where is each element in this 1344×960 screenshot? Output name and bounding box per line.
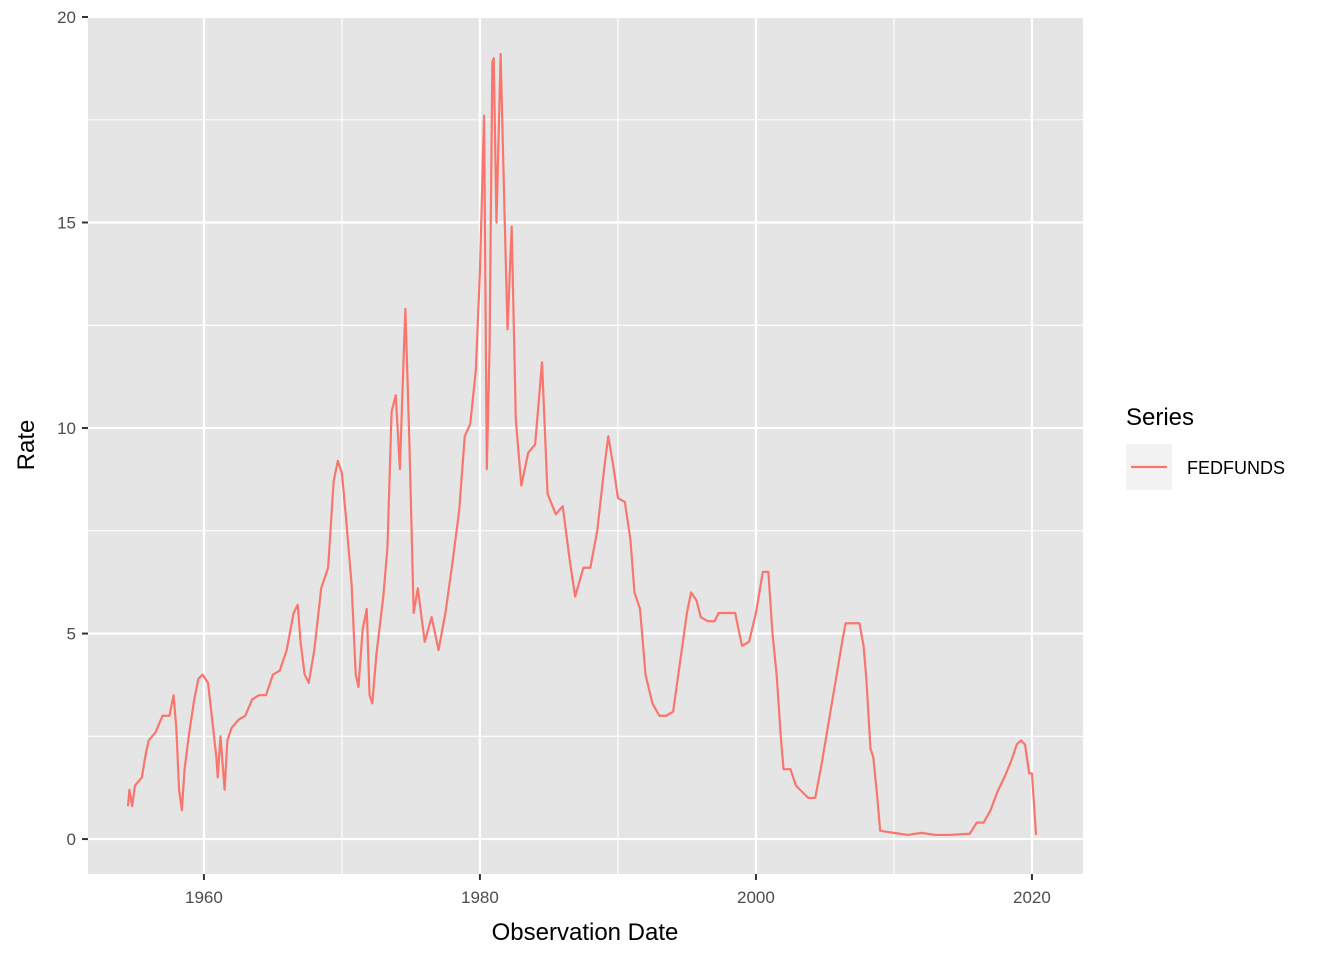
y-tick-label: 10	[57, 419, 76, 438]
x-tick-label: 2020	[1013, 888, 1051, 907]
y-tick-label: 5	[67, 625, 76, 644]
y-tick-label: 0	[67, 830, 76, 849]
x-tick-label: 1980	[461, 888, 499, 907]
y-axis: 0 5 10 15 20	[57, 8, 88, 849]
minor-gridlines	[88, 17, 1083, 874]
y-axis-title: Rate	[13, 420, 40, 471]
y-tick-label: 20	[57, 8, 76, 27]
plot-panel	[88, 17, 1083, 874]
legend-label-fedfunds: FEDFUNDS	[1187, 458, 1285, 478]
legend-title: Series	[1126, 404, 1194, 431]
major-gridlines	[88, 15, 1083, 874]
series-layer	[126, 52, 1038, 837]
legend: Series FEDFUNDS	[1126, 404, 1285, 490]
x-axis-title: Observation Date	[492, 919, 679, 946]
x-tick-label: 1960	[185, 888, 223, 907]
y-tick-label: 15	[57, 214, 76, 233]
x-tick-label: 2000	[737, 888, 775, 907]
x-axis: 1960 1980 2000 2020	[185, 874, 1051, 907]
series-line-fedfunds	[126, 52, 1038, 837]
